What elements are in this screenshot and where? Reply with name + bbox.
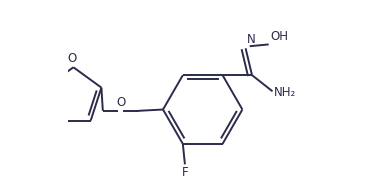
Text: OH: OH [270, 30, 288, 43]
Text: N: N [247, 33, 255, 46]
Text: NH₂: NH₂ [274, 86, 296, 99]
Text: F: F [182, 166, 188, 179]
Text: O: O [68, 52, 77, 65]
Text: O: O [116, 96, 126, 109]
